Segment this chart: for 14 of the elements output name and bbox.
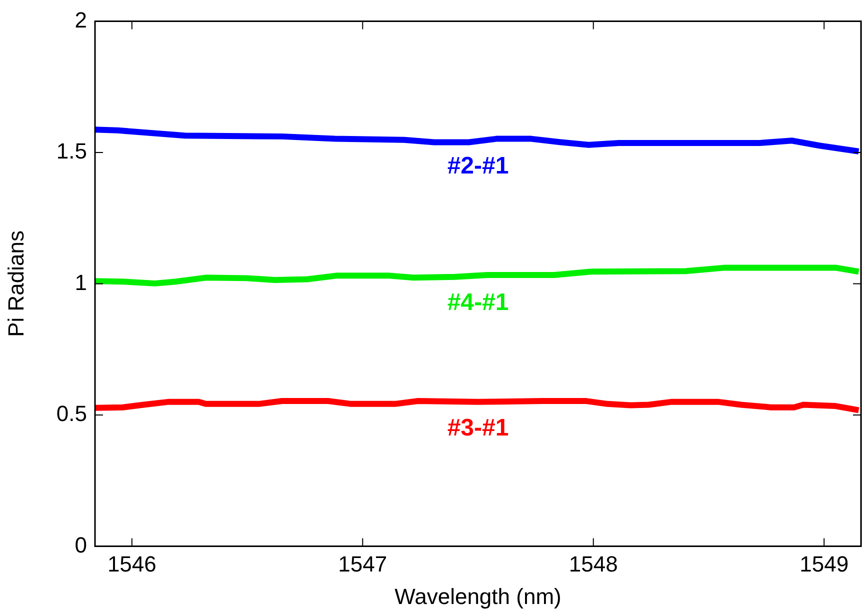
y-axis-title: Pi Radians	[3, 230, 28, 337]
x-axis-title: Wavelength (nm)	[394, 584, 562, 609]
x-tick-label: 1546	[107, 551, 156, 576]
y-tick-label: 1	[74, 270, 87, 295]
y-tick-label: 0	[74, 532, 87, 558]
series-label: #2-#1	[447, 152, 509, 180]
series-label: #3-#1	[447, 414, 509, 442]
y-tick-label: 0.5	[56, 401, 87, 426]
x-tick-label: 1549	[800, 551, 849, 576]
series-label: #4-#1	[447, 289, 509, 316]
x-tick-label: 1547	[338, 551, 388, 576]
y-tick-label: 2	[74, 7, 87, 32]
x-tick-label: 1548	[568, 551, 618, 576]
y-tick-label: 1.5	[56, 138, 87, 164]
